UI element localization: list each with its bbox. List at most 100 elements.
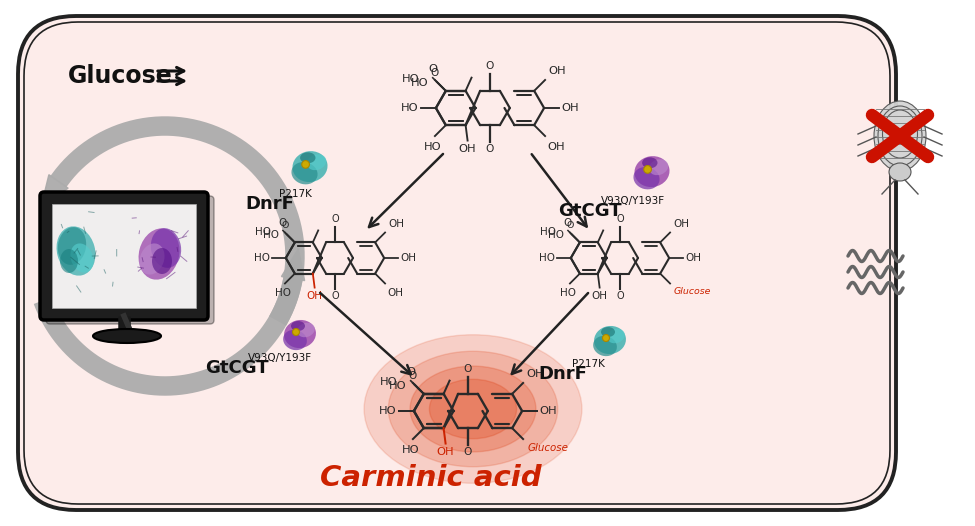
Text: OH: OH <box>388 218 404 228</box>
Text: OH: OH <box>400 253 416 263</box>
Ellipse shape <box>649 159 668 175</box>
Circle shape <box>301 160 309 168</box>
Ellipse shape <box>593 336 617 356</box>
Text: HO: HO <box>402 444 419 454</box>
Ellipse shape <box>607 329 625 343</box>
Ellipse shape <box>139 244 165 275</box>
FancyBboxPatch shape <box>40 192 208 320</box>
Text: HO: HO <box>539 253 555 263</box>
Text: HO: HO <box>560 288 576 298</box>
Ellipse shape <box>138 228 179 280</box>
Text: DnrF: DnrF <box>538 365 587 383</box>
Circle shape <box>644 166 651 173</box>
Text: OH: OH <box>526 369 544 379</box>
Ellipse shape <box>151 228 181 268</box>
Text: O: O <box>409 370 417 380</box>
Text: Carminic acid: Carminic acid <box>320 464 542 492</box>
Text: Glucose: Glucose <box>527 443 568 453</box>
Text: O: O <box>464 447 472 457</box>
Ellipse shape <box>878 106 922 166</box>
FancyBboxPatch shape <box>18 16 896 510</box>
Ellipse shape <box>307 154 327 170</box>
Text: HO: HO <box>378 406 396 416</box>
Text: OH: OH <box>547 141 565 151</box>
Polygon shape <box>41 175 68 206</box>
FancyBboxPatch shape <box>46 196 214 324</box>
Ellipse shape <box>291 321 305 331</box>
Text: HO: HO <box>275 288 291 298</box>
Ellipse shape <box>429 379 517 439</box>
Text: O: O <box>564 218 572 228</box>
Ellipse shape <box>882 110 917 158</box>
Text: O: O <box>431 67 439 77</box>
Ellipse shape <box>292 151 328 182</box>
Text: OH: OH <box>562 103 579 113</box>
Circle shape <box>292 329 299 336</box>
Text: HO: HO <box>424 141 442 151</box>
Text: O: O <box>486 144 494 154</box>
Text: O: O <box>464 364 472 374</box>
Text: HO: HO <box>262 230 279 240</box>
Ellipse shape <box>70 244 94 272</box>
Ellipse shape <box>410 366 536 452</box>
Text: OH: OH <box>540 406 558 416</box>
Ellipse shape <box>874 101 926 171</box>
Ellipse shape <box>292 162 318 184</box>
Text: V93Q/Y193F: V93Q/Y193F <box>601 196 665 206</box>
Ellipse shape <box>594 326 626 354</box>
Text: O: O <box>332 215 339 225</box>
Text: OH: OH <box>685 253 701 263</box>
Circle shape <box>603 335 609 341</box>
Text: O: O <box>428 65 438 75</box>
Ellipse shape <box>297 323 315 337</box>
Polygon shape <box>282 249 304 280</box>
Text: HO: HO <box>402 74 419 84</box>
Text: O: O <box>279 218 287 228</box>
Ellipse shape <box>284 320 316 348</box>
Text: P217K: P217K <box>572 359 604 369</box>
Text: O: O <box>407 368 415 378</box>
Ellipse shape <box>388 351 558 467</box>
Text: O: O <box>332 290 339 300</box>
Bar <box>52 204 196 308</box>
Text: P217K: P217K <box>279 189 312 199</box>
Ellipse shape <box>57 226 96 276</box>
Text: OH: OH <box>548 66 566 76</box>
Ellipse shape <box>283 330 307 350</box>
Ellipse shape <box>152 248 172 274</box>
Text: O: O <box>616 215 624 225</box>
Text: O: O <box>486 61 494 71</box>
Ellipse shape <box>601 327 615 337</box>
Text: Glucose: Glucose <box>674 288 712 297</box>
Text: OH: OH <box>387 288 403 298</box>
Text: V93Q/Y193F: V93Q/Y193F <box>248 353 312 363</box>
Text: HO: HO <box>388 381 407 391</box>
Text: OH: OH <box>459 144 477 154</box>
Text: Glucose: Glucose <box>68 64 173 88</box>
Ellipse shape <box>93 329 161 343</box>
Text: O: O <box>616 290 624 300</box>
Text: HO: HO <box>254 253 270 263</box>
Text: HO: HO <box>540 227 556 237</box>
Text: O: O <box>281 221 289 230</box>
Text: OH: OH <box>306 290 323 300</box>
Text: HO: HO <box>410 78 428 88</box>
Text: OH: OH <box>437 447 454 457</box>
Text: HO: HO <box>254 227 271 237</box>
Ellipse shape <box>635 156 670 187</box>
Text: HO: HO <box>548 230 564 240</box>
Ellipse shape <box>634 167 659 189</box>
Text: HO: HO <box>380 377 398 387</box>
Text: DnrF: DnrF <box>245 195 293 213</box>
Text: OH: OH <box>592 290 607 300</box>
Text: HO: HO <box>401 103 418 113</box>
Ellipse shape <box>58 227 86 265</box>
Text: GtCGT: GtCGT <box>558 202 622 220</box>
Ellipse shape <box>643 157 657 168</box>
Text: GtCGT: GtCGT <box>205 359 269 377</box>
Text: OH: OH <box>673 218 689 228</box>
Text: O: O <box>566 221 573 230</box>
Ellipse shape <box>300 153 316 163</box>
Ellipse shape <box>889 163 911 181</box>
Ellipse shape <box>364 335 582 483</box>
